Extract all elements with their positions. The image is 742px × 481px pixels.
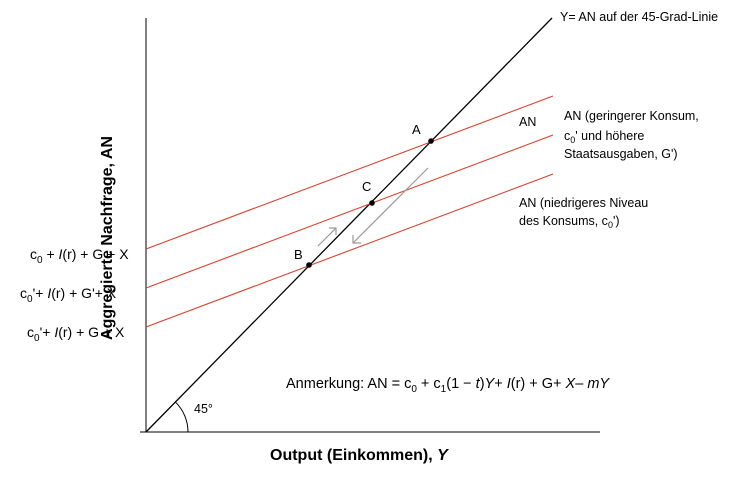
point-b-label: B — [294, 247, 303, 262]
label-ad-low-line1: AN (niedrigeres Niveau — [519, 196, 648, 210]
point-a-label: A — [412, 122, 421, 137]
intercept-low: c0'+ I(r) + G + X — [27, 324, 125, 344]
intercept-top: c0 + I(r) + G + X — [30, 246, 129, 266]
ad-line-top — [145, 95, 554, 250]
label-ad-mid-line3: Staatsausgaben, G') — [564, 147, 678, 161]
label-ad-mid-line2: c0' und höhere — [564, 129, 644, 145]
point-a — [428, 138, 434, 144]
label-ad-low-line2: des Konsums, c0') — [519, 214, 620, 230]
label-45-line: Y= AN auf der 45-Grad-Linie — [560, 10, 718, 24]
intercept-mid: c0'+ I(r) + G'+ X — [20, 285, 117, 305]
label-ad-mid-line1: AN (geringerer Konsum, — [564, 109, 699, 123]
y-axis-title: Aggregierte Nachfrage, AN — [99, 136, 116, 340]
arrow-up — [317, 227, 337, 247]
note-equation: Anmerkung: AN = c0 + c1(1 − t)Y+ I(r) + … — [286, 376, 610, 395]
ad-line-low — [145, 173, 554, 328]
point-b — [306, 262, 312, 268]
line-45-degree — [145, 17, 553, 433]
angle-label: 45° — [194, 402, 213, 416]
ad-line-mid — [145, 134, 554, 289]
x-axis-title: Output (Einkommen), Y — [270, 447, 449, 464]
point-c — [369, 200, 375, 206]
arrow-down — [352, 167, 429, 244]
point-c-label: C — [362, 179, 371, 194]
angle-arc — [175, 401, 189, 433]
label-ad-top: AN — [519, 115, 536, 129]
